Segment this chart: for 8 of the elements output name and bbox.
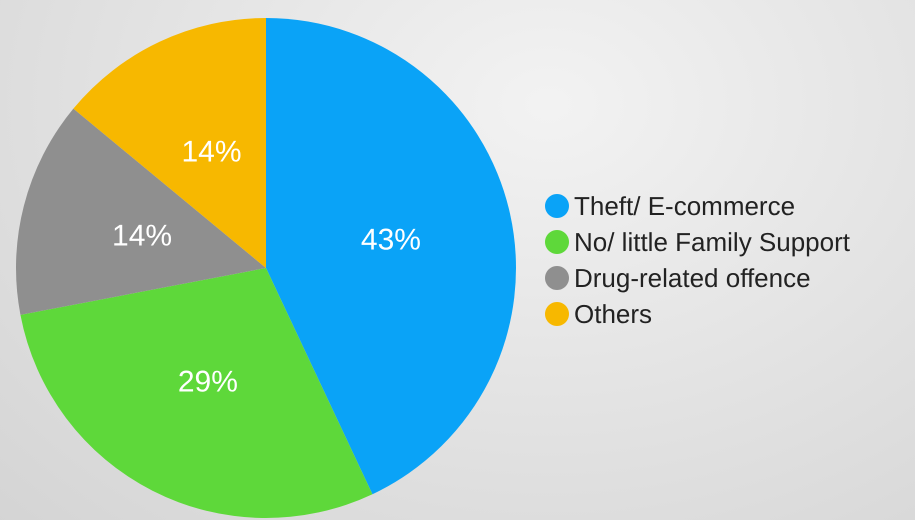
data-label: 14%	[181, 136, 242, 169]
legend-label: Drug-related offence	[574, 263, 811, 293]
legend-label: No/ little Family Support	[574, 227, 851, 257]
data-label: 14%	[112, 220, 172, 253]
data-label: 29%	[178, 366, 238, 399]
data-label: 43%	[360, 224, 421, 257]
legend-label: Others	[574, 299, 652, 329]
legend-label: Theft/ E-commerce	[574, 191, 796, 221]
